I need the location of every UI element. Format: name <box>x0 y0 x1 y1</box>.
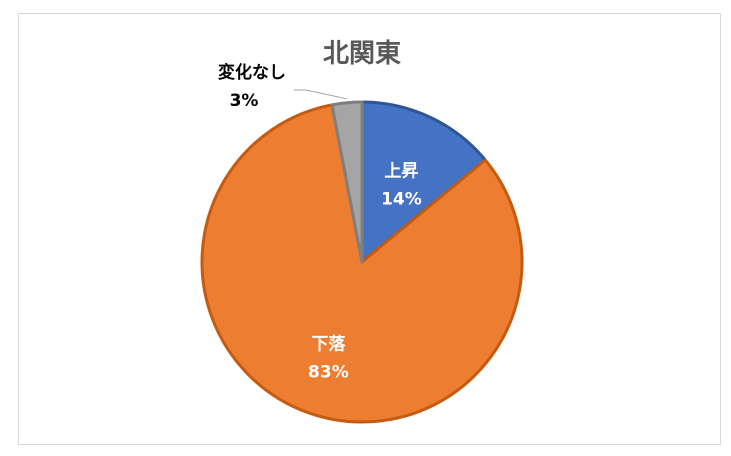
pie-slice-2 <box>330 100 364 264</box>
leader-line <box>294 89 347 100</box>
slice-value-label: 14% <box>381 190 422 210</box>
slice-value-label: 3% <box>230 91 259 111</box>
pie-slice-0 <box>360 100 487 264</box>
slice-category-label: 下落 <box>311 334 346 354</box>
slice-category-label: 上昇 <box>384 162 418 182</box>
chart-title: 北関東 <box>323 39 401 69</box>
slice-category-label: 変化なし <box>218 62 286 83</box>
slice-value-label: 83% <box>308 362 349 382</box>
data-labels: 上昇 14% 下落 83% 変化なし 3% <box>218 62 422 382</box>
pie-slices <box>200 100 524 424</box>
